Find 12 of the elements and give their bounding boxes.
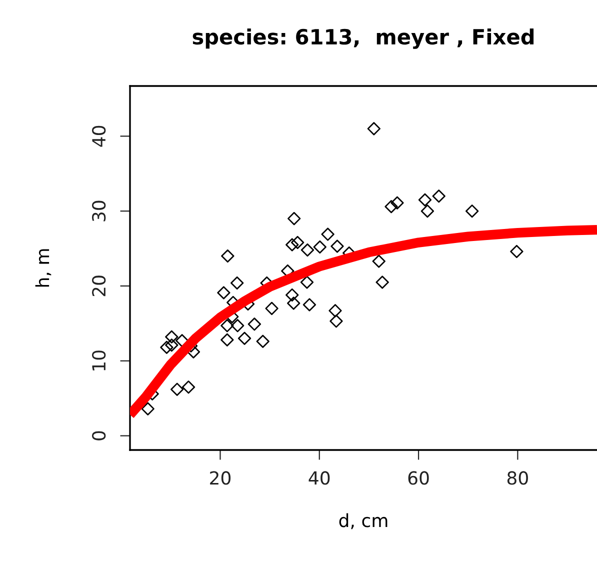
x-tick-label: 20 (210, 471, 231, 485)
y-tick-label: 40 (92, 126, 106, 147)
x-tick-label: 80 (507, 471, 528, 485)
y-tick-label: 20 (92, 276, 106, 296)
x-tick-label: 40 (308, 471, 330, 485)
x-tick-label: 60 (408, 471, 429, 485)
y-tick-label: 10 (92, 350, 106, 370)
y-tick-label: 30 (92, 200, 106, 222)
y-axis-title: h, m (35, 249, 52, 287)
y-tick-label: 0 (92, 431, 106, 440)
x-axis-title: d, cm (339, 513, 388, 530)
chart-title: species: 6113, meyer , Fixed (192, 28, 534, 49)
